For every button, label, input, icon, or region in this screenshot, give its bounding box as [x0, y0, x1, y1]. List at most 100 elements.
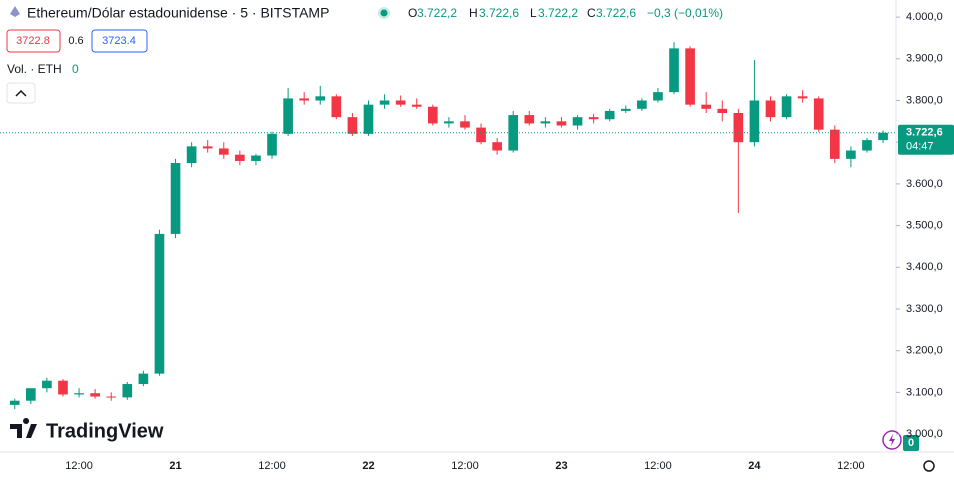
c-value: 3.722,6 [596, 6, 636, 20]
candle-body [58, 380, 68, 395]
sell-button[interactable] [6, 29, 61, 53]
candle-body [540, 121, 551, 124]
candle-body [154, 233, 165, 374]
candle-body [251, 155, 261, 161]
candle-body [765, 100, 776, 118]
status-dot [380, 9, 388, 17]
candle-body [781, 96, 792, 118]
c-label: C [587, 6, 596, 20]
x-tick-label: 24 [748, 460, 761, 472]
candle-body [202, 146, 213, 149]
candle-body [653, 92, 663, 101]
volume-label: Vol. · ETH [7, 62, 62, 76]
h-value: 3.722,6 [479, 6, 519, 20]
candle-body [25, 388, 36, 401]
x-tick-label: 12:00 [837, 460, 865, 472]
candle-body [283, 98, 293, 134]
y-tick-label: 3.900,0 [906, 53, 943, 65]
candle-body [218, 148, 229, 155]
candle-body [637, 100, 647, 109]
candle-body [411, 104, 422, 107]
x-tick-label: 22 [362, 460, 374, 472]
last-price-box [898, 124, 954, 155]
sell-price[interactable]: 3722.8 [16, 35, 50, 47]
candle-body [363, 104, 374, 134]
candle-body [733, 113, 744, 143]
candle-body [90, 393, 100, 397]
candle-body [620, 108, 631, 111]
candle-body [444, 121, 454, 124]
buy-button[interactable] [91, 29, 148, 53]
ohlc-legend: O 3.722,2 H 3.722,6 L 3.722,2 C 3.722,6 … [408, 6, 723, 20]
candle-body [846, 150, 856, 159]
y-tick-label: 3.300,0 [906, 303, 943, 315]
candle-body [395, 100, 406, 105]
candle-body [862, 140, 872, 151]
y-tick-label: 3.800,0 [906, 94, 943, 106]
candle-body [315, 96, 326, 101]
candle-body [460, 121, 470, 128]
collapse-button[interactable] [6, 82, 36, 104]
candle-body [604, 110, 615, 120]
logo-text: TradingView [46, 420, 164, 442]
candle-body [685, 48, 695, 105]
x-tick-label: 21 [169, 460, 181, 472]
y-tick-label: 4.000,0 [906, 11, 943, 23]
plot-area [9, 42, 888, 410]
x-tick-label: 12:00 [644, 460, 672, 472]
y-tick-label: 3.600,0 [906, 178, 943, 190]
candle-body [878, 132, 888, 141]
y-tick-label: 3.500,0 [906, 219, 943, 231]
candle-body [138, 373, 149, 385]
candle-body [749, 100, 760, 143]
candle-body [347, 117, 358, 134]
candle-body [74, 393, 84, 395]
o-label: O [408, 6, 417, 20]
settings-icon[interactable] [923, 460, 935, 472]
candle-body [106, 396, 117, 398]
o-value: 3.722,2 [417, 6, 457, 20]
last-price-label: 3.722,6 [906, 127, 943, 139]
x-tick-label: 23 [555, 460, 567, 472]
l-label: L [530, 6, 537, 20]
alert-badge [903, 435, 919, 451]
y-tick-label: 3.400,0 [906, 261, 943, 273]
logo-icon [10, 418, 37, 438]
candle-body [379, 100, 390, 105]
candle-body [829, 129, 840, 159]
candle-body [186, 146, 197, 164]
y-tick-label: 3.100,0 [906, 386, 943, 398]
spread: 0.6 [68, 35, 83, 47]
candle-body [170, 163, 181, 234]
x-tick-label: 12:00 [451, 460, 479, 472]
x-tick-label: 12:00 [65, 460, 93, 472]
candle-body [299, 98, 310, 101]
candle-body [588, 117, 599, 120]
candle-body [492, 142, 502, 151]
candle-body [235, 154, 245, 161]
candle-body [476, 127, 486, 143]
chevron-up [15, 89, 27, 97]
change: −0,3 (−0,01%) [647, 6, 723, 20]
candle-body [267, 133, 277, 156]
buy-price[interactable]: 3723.4 [102, 35, 136, 47]
candle-body [701, 104, 712, 109]
l-value: 3.722,2 [538, 6, 578, 20]
candle-body [572, 117, 583, 126]
eth-icon [10, 6, 20, 17]
x-tick-label: 12:00 [258, 460, 286, 472]
candle-body [331, 96, 342, 118]
candle-body [122, 384, 133, 398]
candle-body [669, 48, 679, 93]
candle-body [42, 380, 52, 389]
y-tick-label: 3.200,0 [906, 345, 943, 357]
candle-body [427, 106, 438, 124]
y-tick-label: 3.000,0 [906, 428, 943, 440]
countdown: 04:47 [906, 141, 934, 153]
candle-body [797, 96, 808, 99]
candle-body [813, 98, 824, 130]
h-label: H [469, 6, 478, 20]
chart-title: Ethereum/Dólar estadounidense · 5 · BITS… [27, 5, 329, 21]
